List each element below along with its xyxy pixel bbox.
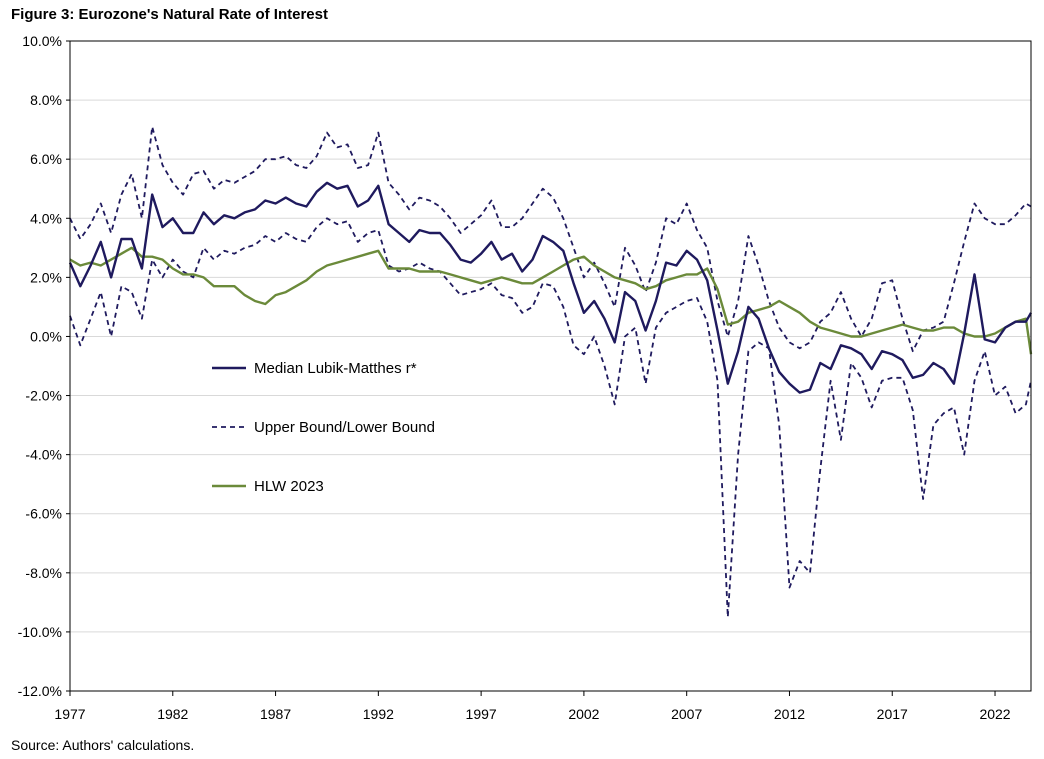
x-tick-label: 2002 <box>568 706 599 722</box>
y-tick-label: 4.0% <box>30 210 62 226</box>
y-tick-label: 10.0% <box>22 33 62 49</box>
plot-area-frame <box>69 40 1032 692</box>
legend-label: HLW 2023 <box>254 478 324 495</box>
y-tick-label: -4.0% <box>25 447 62 463</box>
chart-title: Figure 3: Eurozone's Natural Rate of Int… <box>11 6 328 23</box>
series-lines <box>68 125 1033 618</box>
series-line-lower-bound <box>69 217 1032 618</box>
x-axis-ticks: 1977 1982 1987 1992 1997 2002 2007 2012 2017 2022 <box>54 691 1011 722</box>
legend-label: Median Lubik-Matthes r* <box>254 360 417 377</box>
y-tick-label: -8.0% <box>25 565 62 581</box>
x-tick-label: 1992 <box>363 706 394 722</box>
series-line-median-lubik-matthes-r <box>68 181 1033 394</box>
x-tick-label: 1977 <box>54 706 85 722</box>
y-tick-label: -10.0% <box>18 624 62 640</box>
series-line-hlw-2023 <box>69 246 1033 355</box>
x-tick-label: 1987 <box>260 706 291 722</box>
x-tick-label: 1997 <box>466 706 497 722</box>
x-tick-label: 2017 <box>877 706 908 722</box>
legend: Median Lubik-Matthes r* Upper Bound/Lower… <box>212 360 435 495</box>
y-tick-label: 6.0% <box>30 151 62 167</box>
y-axis-ticks: 10.0% 8.0% 6.0% 4.0% 2.0% 0.0% -2.0% -4.0% -6.0%… <box>18 33 70 699</box>
x-tick-label: 2022 <box>979 706 1010 722</box>
x-tick-label: 1982 <box>157 706 188 722</box>
y-tick-label: 2.0% <box>30 269 62 285</box>
legend-label: Upper Bound/Lower Bound <box>254 419 435 436</box>
series-line-upper-bound <box>69 125 1032 353</box>
y-tick-label: -12.0% <box>18 683 62 699</box>
x-tick-label: 2012 <box>774 706 805 722</box>
y-tick-label: -2.0% <box>25 388 62 404</box>
y-tick-label: -6.0% <box>25 506 62 522</box>
y-tick-label: 8.0% <box>30 92 62 108</box>
y-tick-label: 0.0% <box>30 328 62 344</box>
x-tick-label: 2007 <box>671 706 702 722</box>
source-note: Source: Authors' calculations. <box>11 737 195 753</box>
gridlines <box>70 40 1031 692</box>
